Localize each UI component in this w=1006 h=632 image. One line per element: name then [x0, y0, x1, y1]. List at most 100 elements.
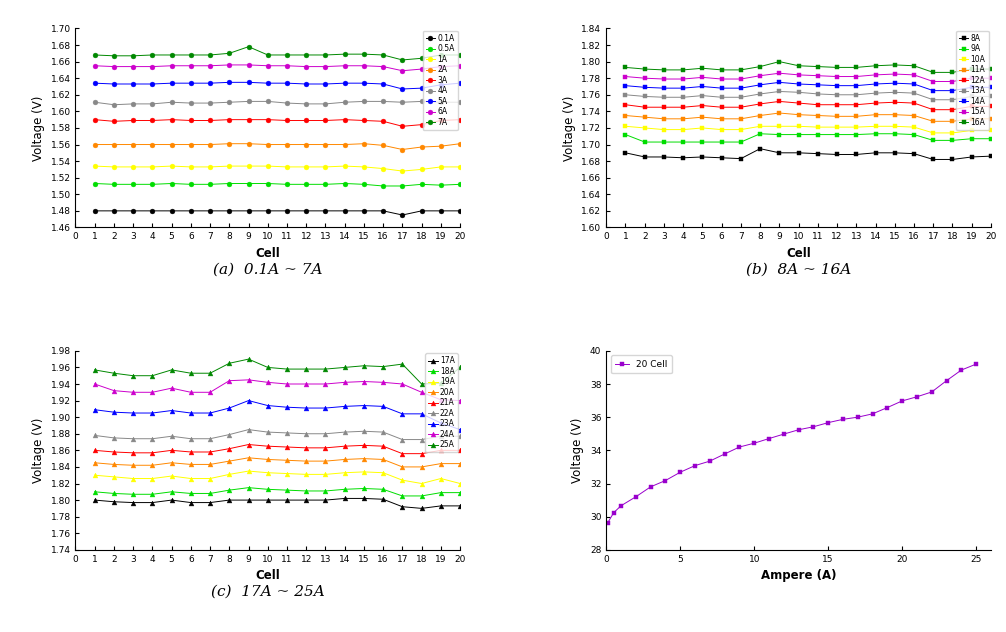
25A	[166, 366, 178, 374]
24A	[300, 380, 312, 388]
3A	[396, 123, 408, 130]
0.1A	[396, 211, 408, 219]
12A	[888, 99, 900, 106]
1A	[89, 162, 101, 170]
10A	[947, 129, 959, 137]
3A	[223, 116, 235, 123]
Line: 14A: 14A	[623, 80, 993, 93]
10A	[677, 126, 689, 133]
22A	[281, 429, 293, 437]
18A	[320, 487, 332, 495]
25A	[281, 365, 293, 373]
20A	[262, 456, 274, 463]
Line: 12A: 12A	[623, 99, 993, 112]
20 Cell	[630, 493, 642, 501]
2A	[89, 141, 101, 149]
17A	[454, 502, 466, 509]
2A	[223, 140, 235, 147]
Line: 5A: 5A	[93, 80, 463, 92]
15A	[908, 71, 920, 78]
14A	[715, 84, 727, 92]
7A	[377, 51, 389, 59]
Line: 16A: 16A	[623, 59, 993, 75]
25A	[108, 370, 120, 377]
12A	[928, 106, 940, 114]
Y-axis label: Voltage (V): Voltage (V)	[32, 418, 45, 483]
15A	[734, 75, 746, 83]
13A	[715, 94, 727, 101]
11A	[850, 112, 862, 120]
8A	[812, 150, 824, 157]
20 Cell	[748, 439, 761, 447]
19A	[185, 475, 197, 482]
15A	[793, 71, 805, 78]
20A	[454, 460, 466, 468]
Line: 23A: 23A	[93, 398, 463, 432]
1A	[320, 163, 332, 171]
19A	[146, 475, 158, 482]
9A	[928, 137, 940, 144]
16A	[966, 65, 978, 73]
0.5A	[185, 181, 197, 188]
0.5A	[166, 179, 178, 187]
22A	[358, 427, 370, 435]
21A	[146, 449, 158, 456]
5A	[146, 80, 158, 88]
14A	[734, 84, 746, 92]
24A	[204, 389, 216, 396]
13A	[850, 91, 862, 99]
17A	[377, 495, 389, 503]
2A	[396, 146, 408, 154]
4A	[358, 97, 370, 105]
Line: 19A: 19A	[93, 469, 463, 486]
0.5A	[127, 181, 139, 188]
4A	[127, 100, 139, 107]
5A	[300, 80, 312, 88]
20 Cell	[659, 477, 671, 484]
13A	[966, 93, 978, 100]
14A	[754, 81, 767, 88]
Line: 9A: 9A	[623, 131, 993, 145]
0.5A	[146, 181, 158, 188]
16A	[715, 66, 727, 74]
3A	[281, 117, 293, 125]
6A	[262, 62, 274, 70]
19A	[89, 471, 101, 479]
6A	[242, 61, 255, 69]
17A	[396, 503, 408, 511]
14A	[620, 82, 632, 90]
20 Cell	[602, 519, 614, 526]
19A	[166, 472, 178, 480]
20 Cell	[689, 462, 701, 470]
14A	[793, 80, 805, 88]
Line: 0.1A: 0.1A	[93, 209, 463, 217]
8A	[966, 153, 978, 161]
17A	[223, 496, 235, 504]
15A	[696, 73, 708, 81]
9A	[947, 137, 959, 144]
1A	[166, 162, 178, 170]
5A	[358, 80, 370, 87]
13A	[658, 94, 670, 101]
5A	[127, 80, 139, 88]
3A	[415, 121, 428, 128]
24A	[396, 380, 408, 388]
24A	[108, 387, 120, 394]
1A	[377, 165, 389, 173]
1A	[127, 163, 139, 171]
1A	[435, 163, 447, 171]
7A	[204, 51, 216, 59]
21A	[281, 443, 293, 451]
20A	[320, 458, 332, 465]
18A	[281, 487, 293, 494]
22A	[204, 435, 216, 442]
20 Cell	[674, 468, 686, 476]
3A	[300, 117, 312, 125]
24A	[339, 379, 351, 386]
20A	[223, 458, 235, 465]
18A	[108, 490, 120, 497]
Legend: 8A, 9A, 10A, 11A, 12A, 13A, 14A, 15A, 16A: 8A, 9A, 10A, 11A, 12A, 13A, 14A, 15A, 16…	[956, 31, 989, 130]
11A	[774, 109, 786, 117]
0.1A	[223, 207, 235, 215]
22A	[223, 431, 235, 439]
